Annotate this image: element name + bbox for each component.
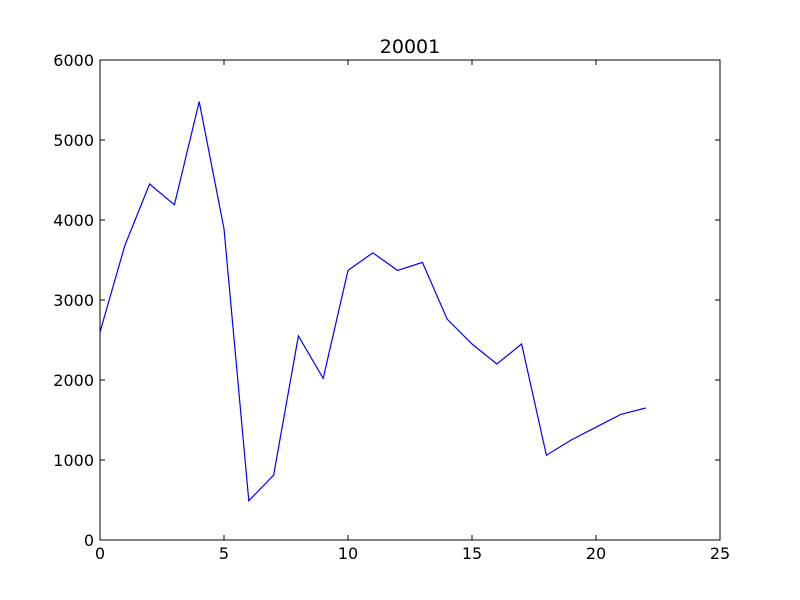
y-axis: 0 1000 2000 3000 4000 5000 6000 bbox=[53, 51, 720, 550]
x-axis: 0 5 10 15 20 25 bbox=[95, 60, 730, 563]
x-tick-label: 5 bbox=[219, 544, 229, 563]
series-line-0 bbox=[99, 101, 646, 503]
x-tick-label: 25 bbox=[710, 544, 730, 563]
plot-area bbox=[100, 60, 720, 540]
y-tick-label: 4000 bbox=[53, 211, 94, 230]
y-tick-label: 2000 bbox=[53, 371, 94, 390]
y-tick-label: 3000 bbox=[53, 291, 94, 310]
y-tick-label: 0 bbox=[84, 531, 94, 550]
x-tick-label: 15 bbox=[462, 544, 482, 563]
chart-title: 20001 bbox=[380, 36, 440, 58]
series-layer bbox=[99, 101, 646, 503]
x-tick-label: 0 bbox=[95, 544, 105, 563]
x-tick-label: 20 bbox=[586, 544, 606, 563]
y-tick-label: 5000 bbox=[53, 131, 94, 150]
y-tick-label: 6000 bbox=[53, 51, 94, 70]
x-tick-label: 10 bbox=[338, 544, 358, 563]
y-tick-label: 1000 bbox=[53, 451, 94, 470]
